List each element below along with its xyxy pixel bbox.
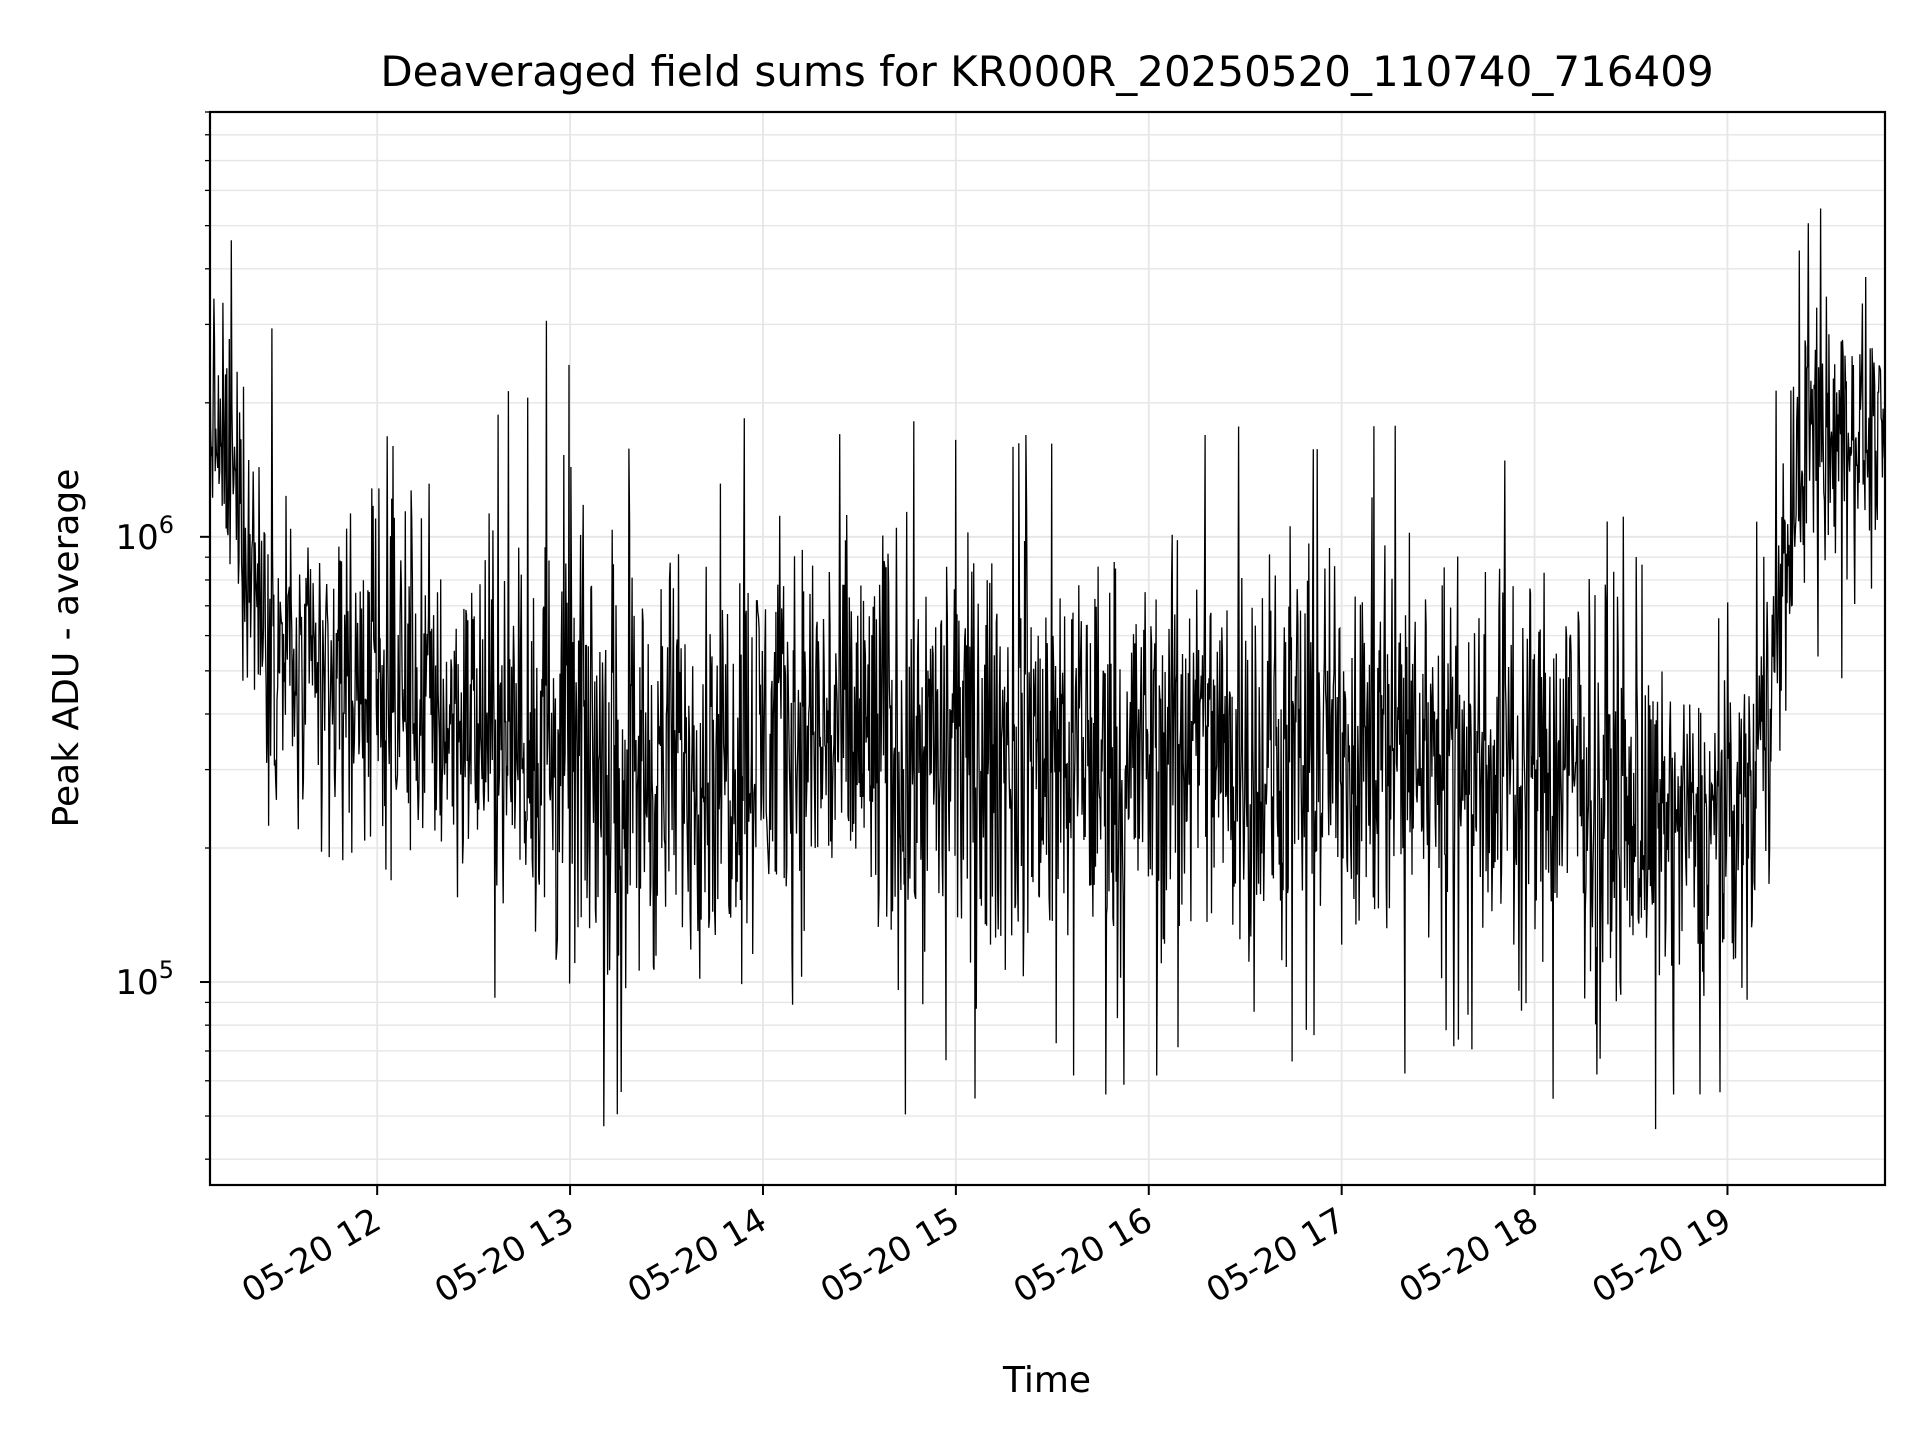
y-tick-label: 105 [115,956,174,1003]
x-axis-label: Time [1002,1360,1091,1401]
plot-frame [208,110,1887,1187]
plot-area [210,208,1885,1130]
chart-title: Deaveraged field sums for KR000R_2025052… [380,47,1713,96]
y-axis-ticks: 105 106 [115,111,210,1160]
y-tick-label: 106 [115,511,174,558]
series-line [210,208,1885,1130]
y-axis-label: Peak ADU - average [46,469,87,828]
